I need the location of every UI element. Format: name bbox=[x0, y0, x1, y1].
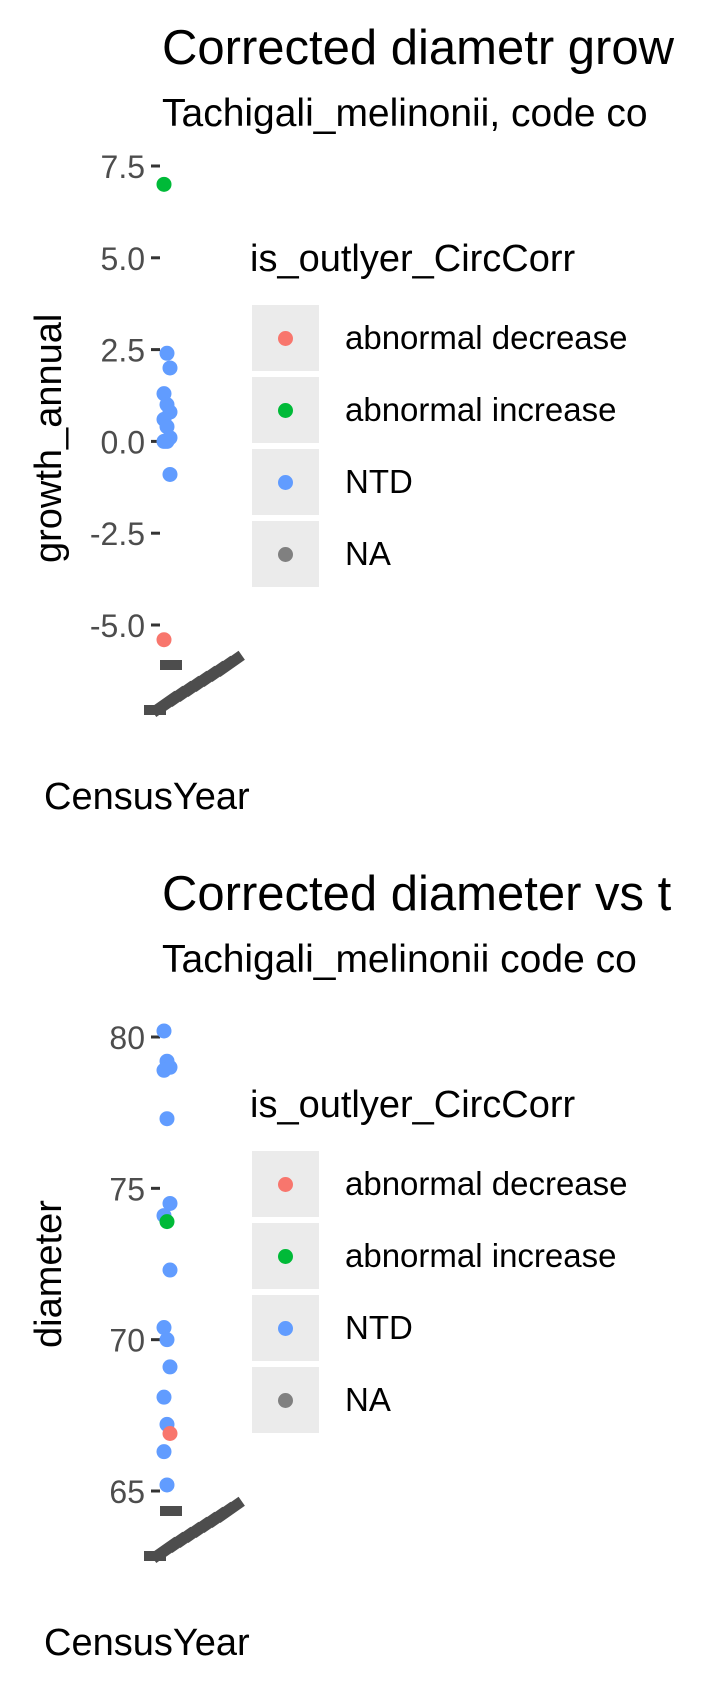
data-point bbox=[162, 1359, 178, 1375]
legend-label: NTD bbox=[345, 1309, 413, 1346]
y-tick-label: 5.0 bbox=[101, 241, 145, 277]
data-point bbox=[159, 1332, 175, 1348]
legend-key bbox=[252, 521, 319, 587]
chart-title: Corrected diameter vs t bbox=[162, 867, 672, 921]
legend-key bbox=[252, 1367, 319, 1433]
y-tick-label: 65 bbox=[109, 1474, 145, 1510]
legend-label: abnormal increase bbox=[345, 1237, 617, 1274]
data-point bbox=[159, 433, 175, 449]
y-tick-label: 2.5 bbox=[101, 333, 145, 369]
legend-label: abnormal decrease bbox=[345, 1165, 628, 1202]
x-axis-label: CensusYear bbox=[44, 776, 250, 818]
y-tick-label: -5.0 bbox=[90, 608, 145, 644]
legend-label: NA bbox=[345, 535, 391, 572]
data-point bbox=[156, 632, 172, 648]
legend-dot-icon bbox=[278, 403, 293, 418]
legend-title: is_outlyer_CircCorr bbox=[250, 238, 576, 280]
legend-dot-icon bbox=[278, 1249, 293, 1264]
data-point bbox=[162, 1262, 178, 1278]
data-point bbox=[156, 1389, 172, 1405]
data-point bbox=[159, 1477, 175, 1493]
legend-title: is_outlyer_CircCorr bbox=[250, 1084, 576, 1126]
y-tick-label: 70 bbox=[109, 1323, 145, 1359]
data-point bbox=[156, 176, 172, 192]
legend-dot-icon bbox=[278, 1321, 293, 1336]
x-tick-labels-cluster bbox=[144, 1496, 245, 1564]
legend-dot-icon bbox=[278, 547, 293, 562]
legend-dot-icon bbox=[278, 1393, 293, 1408]
chart-subtitle: Tachigali_melinonii code co bbox=[162, 938, 637, 981]
data-point bbox=[159, 345, 175, 361]
data-point bbox=[159, 1111, 175, 1127]
legend-dot-icon bbox=[278, 1177, 293, 1192]
legend-item-abnormal-decrease: abnormal decrease bbox=[252, 1151, 712, 1217]
data-point bbox=[156, 1062, 172, 1078]
data-point bbox=[159, 1214, 175, 1230]
legend-key bbox=[252, 377, 319, 443]
data-point bbox=[156, 1444, 172, 1460]
legend-key bbox=[252, 1151, 319, 1217]
legend-label: NTD bbox=[345, 463, 413, 500]
y-tick-label: 0.0 bbox=[101, 424, 145, 460]
x-tick-labels-cluster bbox=[144, 650, 245, 718]
y-tick-label: 7.5 bbox=[101, 149, 145, 185]
data-point bbox=[162, 1195, 178, 1211]
legend-dot-icon bbox=[278, 331, 293, 346]
chart-panel-diameter: Corrected diameter vs t Tachigali_melino… bbox=[0, 846, 728, 1693]
plot-area: 80 75 70 65 bbox=[109, 1020, 245, 1564]
plot-area: 7.5 5.0 2.5 0.0 -2.5 -5.0 bbox=[90, 149, 245, 718]
legend-label: abnormal decrease bbox=[345, 319, 628, 356]
legend-item-ntd: NTD bbox=[252, 449, 712, 515]
legend-label: abnormal increase bbox=[345, 391, 617, 428]
x-axis-label: CensusYear bbox=[44, 1622, 250, 1664]
data-point bbox=[162, 1425, 178, 1441]
legend-item-na: NA bbox=[252, 1367, 712, 1433]
y-tick-label: 75 bbox=[109, 1171, 145, 1207]
y-tick-label: -2.5 bbox=[90, 516, 145, 552]
y-tick-label: 80 bbox=[109, 1020, 145, 1056]
legend-key bbox=[252, 1223, 319, 1289]
data-point bbox=[162, 360, 178, 376]
chart-subtitle: Tachigali_melinonii, code co bbox=[162, 92, 648, 135]
legend-item-abnormal-increase: abnormal increase bbox=[252, 1223, 712, 1289]
legend-item-na: NA bbox=[252, 521, 712, 587]
data-point bbox=[162, 466, 178, 482]
legend-label: NA bbox=[345, 1381, 391, 1418]
legend-item-abnormal-decrease: abnormal decrease bbox=[252, 305, 712, 371]
chart-panel-growth: Corrected diametr grow Tachigali_melinon… bbox=[0, 0, 728, 846]
chart-title: Corrected diametr grow bbox=[162, 21, 674, 75]
legend-key bbox=[252, 449, 319, 515]
legend-item-ntd: NTD bbox=[252, 1295, 712, 1361]
legend-key bbox=[252, 1295, 319, 1361]
legend-dot-icon bbox=[278, 475, 293, 490]
legend-item-abnormal-increase: abnormal increase bbox=[252, 377, 712, 443]
data-point bbox=[156, 1320, 172, 1336]
legend-key bbox=[252, 305, 319, 371]
data-point bbox=[156, 1023, 172, 1039]
